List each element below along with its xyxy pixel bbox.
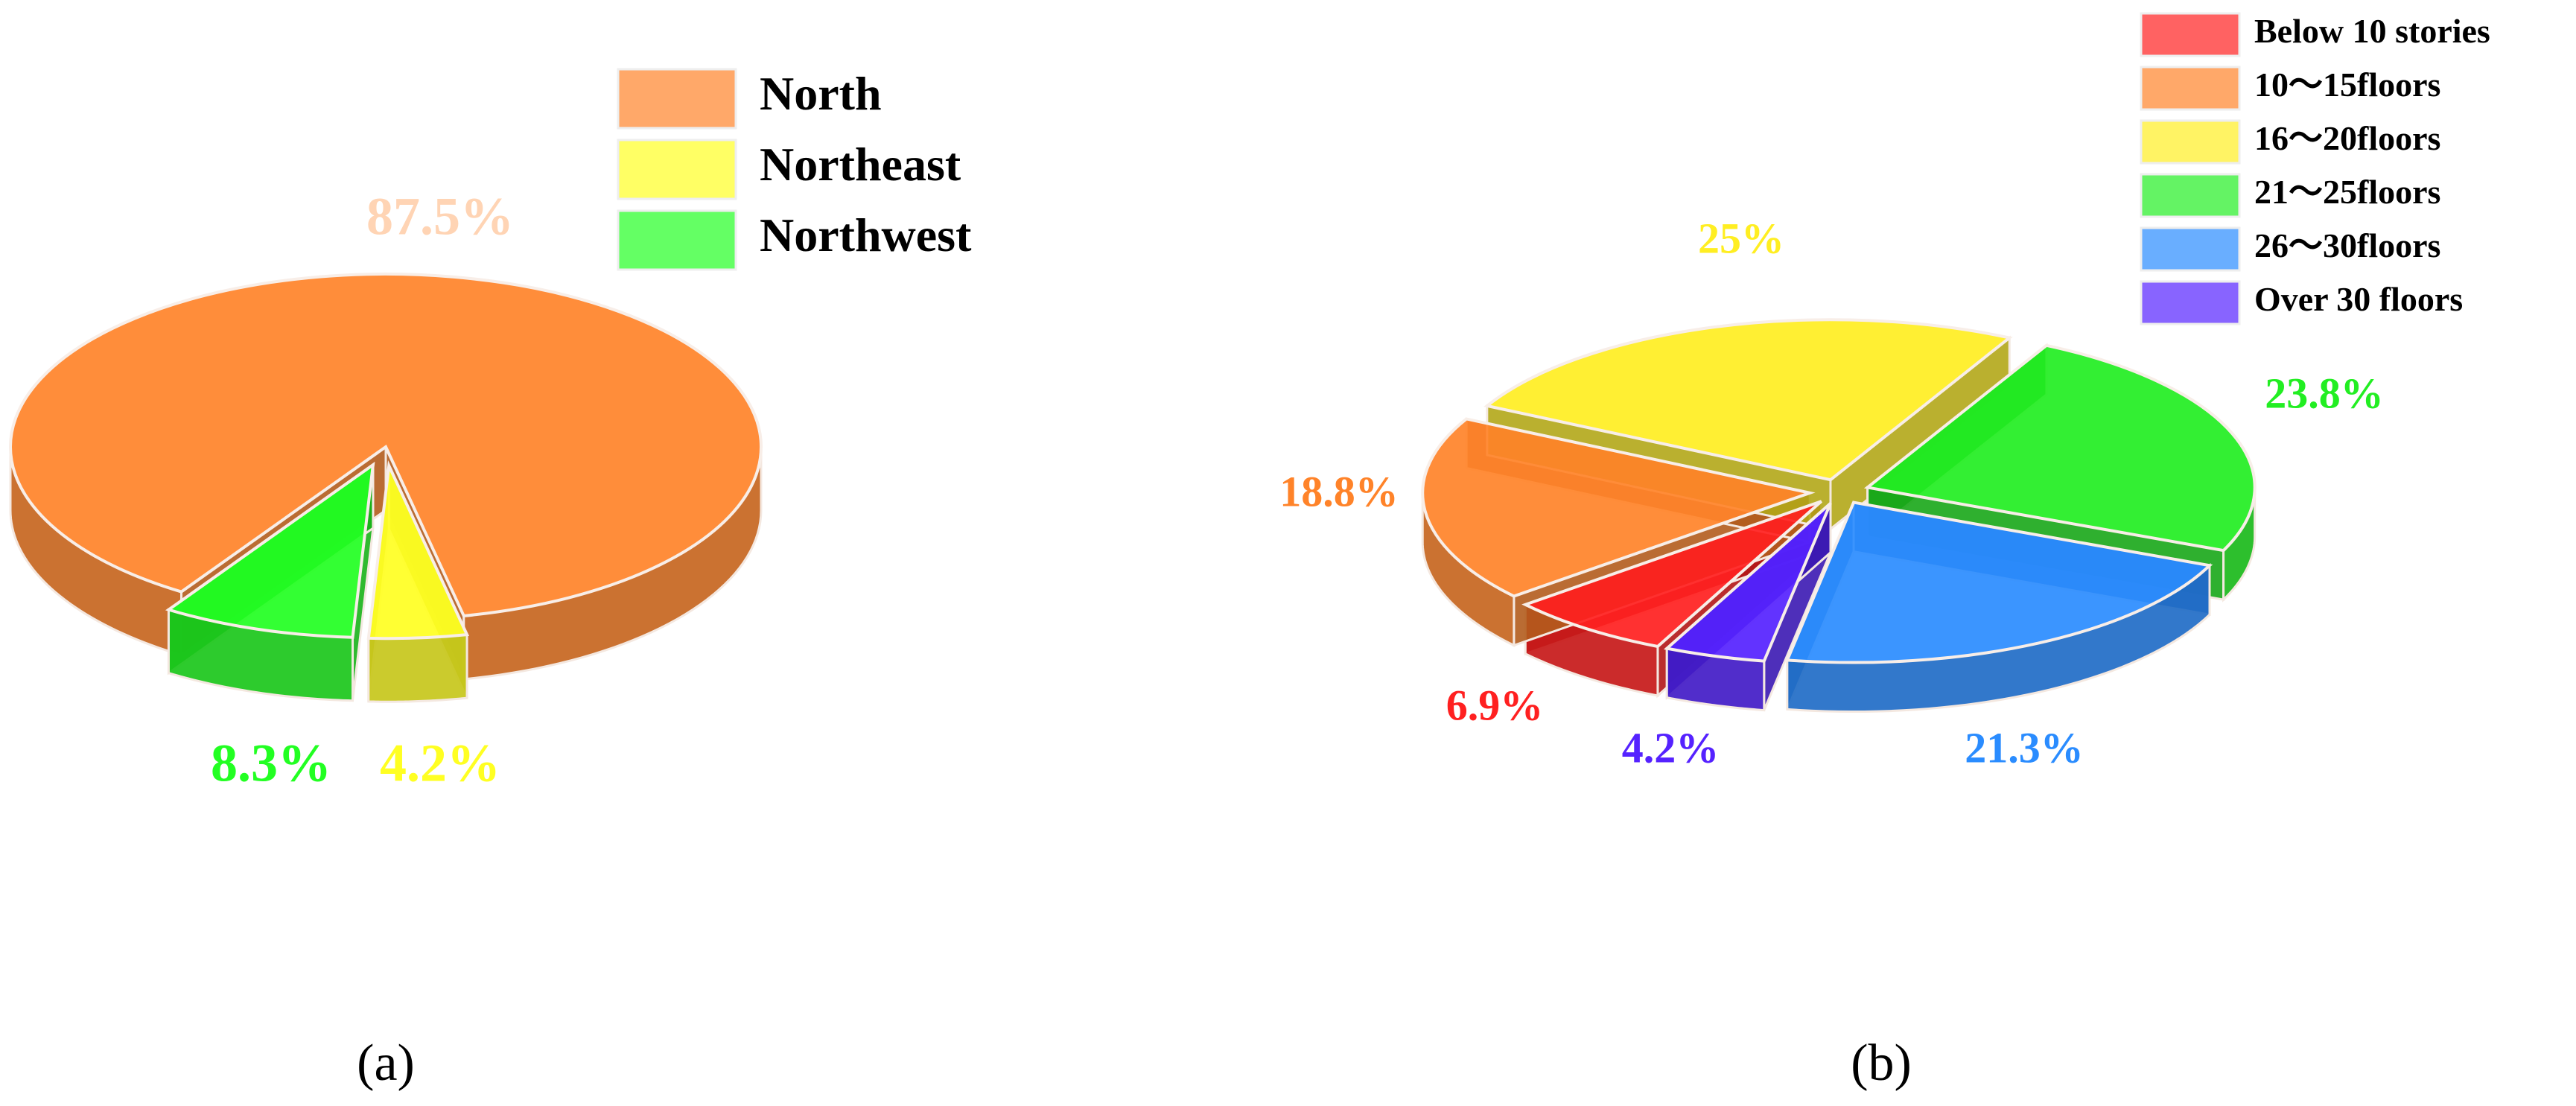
legend-label: North	[760, 67, 882, 120]
slice	[1483, 318, 2013, 482]
data-label: 25%	[1698, 214, 1784, 262]
pie-tops	[9, 273, 763, 641]
legend-label: 16～20floors	[2254, 119, 2440, 157]
data-label: 87.5%	[366, 187, 514, 247]
legend-swatch	[2140, 280, 2241, 325]
legend-label: Northwest	[760, 209, 972, 261]
slice-side	[367, 633, 468, 703]
slice	[1521, 500, 1823, 649]
slice	[366, 460, 470, 641]
data-label: 21.3%	[1965, 723, 2084, 772]
slice	[9, 273, 763, 618]
pie-tops	[1421, 318, 2257, 664]
slice	[165, 461, 375, 639]
legend-label: 21～25floors	[2254, 173, 2440, 211]
data-label: 18.8%	[1279, 467, 1399, 515]
data-label: 4.2%	[380, 734, 500, 793]
legend-swatch	[617, 139, 737, 200]
slice	[1863, 343, 2257, 553]
legend-swatch	[2140, 66, 2241, 111]
legend-label: 26～30floors	[2254, 226, 2440, 264]
legend-swatch	[617, 68, 737, 130]
slice	[1421, 417, 1816, 598]
legend-label: Over 30 floors	[2254, 280, 2463, 318]
caption: (b)	[1851, 1035, 1912, 1092]
caption: (a)	[357, 1035, 415, 1092]
slice	[1663, 502, 1832, 663]
data-label: 6.9%	[1446, 681, 1544, 729]
legend-label: Northeast	[760, 138, 961, 191]
legend-swatch	[2140, 119, 2241, 165]
slice	[1784, 500, 2213, 664]
legend-swatch	[2140, 226, 2241, 272]
legend-label: Below 10 stories	[2254, 12, 2490, 50]
data-label: 4.2%	[1622, 723, 1720, 772]
legend-swatch	[2140, 173, 2241, 218]
legend-swatch	[2140, 12, 2241, 57]
data-label: 23.8%	[2265, 369, 2384, 417]
legend-label: 10～15floors	[2254, 66, 2440, 104]
legend-swatch	[617, 209, 737, 271]
data-label: 8.3%	[211, 734, 331, 793]
